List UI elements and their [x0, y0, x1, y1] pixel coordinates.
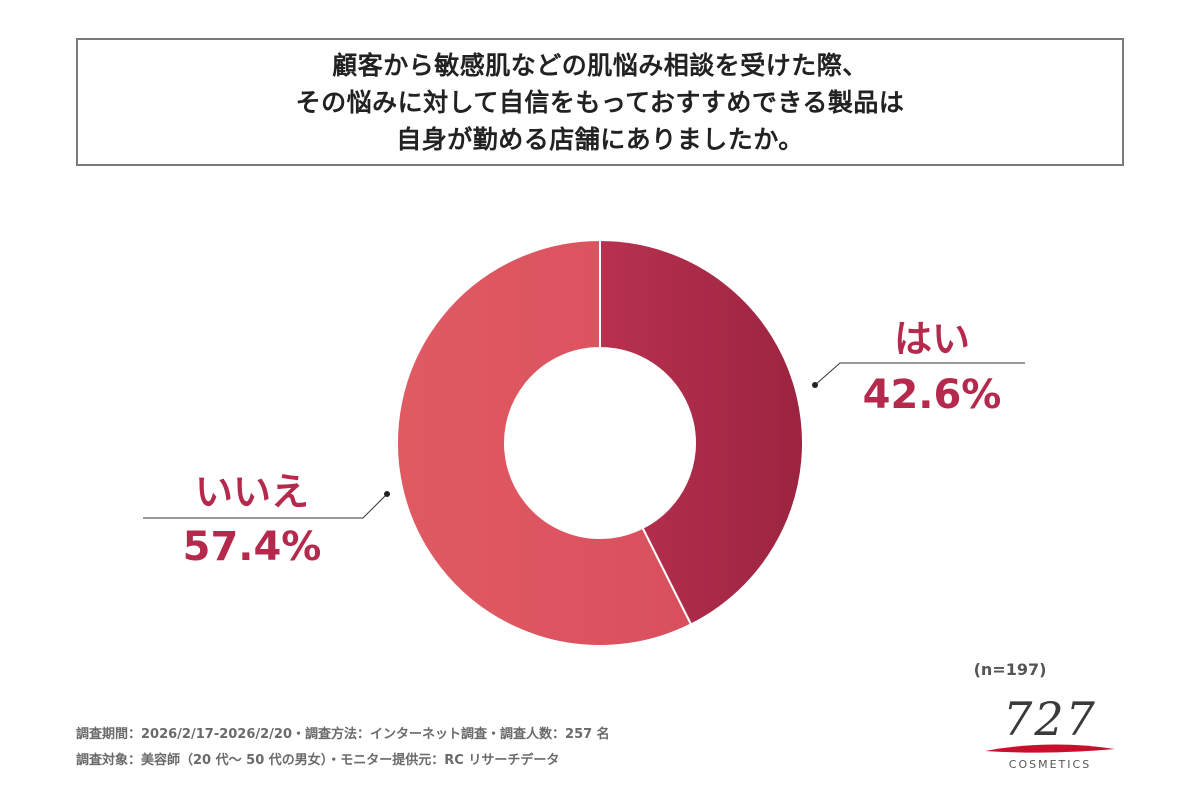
survey-info-line-2: 調査対象：美容師（20 代～ 50 代の男女）・モニター提供元：RC リサーチデ… [76, 753, 560, 768]
leader-dot-yes [812, 382, 818, 388]
question-title-line-1: 顧客から敏感肌などの肌悩み相談を受けた際、 [332, 50, 868, 80]
sample-size: (n=197) [973, 660, 1047, 679]
brand-logo: 727 COSMETICS [975, 694, 1125, 778]
donut-slice-no [396, 238, 693, 647]
slice-label-yes: はい [894, 317, 970, 361]
donut-slice-yes [599, 238, 805, 626]
question-title-line-2: その悩みに対して自信をもっておすすめできる製品は [295, 87, 905, 117]
logo-number: 727 [1003, 692, 1097, 746]
question-title-line-3: 自身が勤める店舗にありましたか。 [396, 124, 804, 154]
slice-value-yes: 42.6% [863, 372, 1002, 418]
leader-dot-no [384, 491, 390, 497]
slice-value-no: 57.4% [183, 524, 322, 570]
logo-swoosh [985, 744, 1115, 753]
leader-line-no [143, 493, 388, 519]
survey-info-line-1: 調査期間：2026/2/17-2026/2/20・調査方法：インターネット調査・… [76, 727, 610, 742]
slice-label-no: いいえ [195, 470, 309, 514]
leader-line-yes [814, 362, 1025, 386]
logo-subtitle: COSMETICS [1008, 758, 1092, 771]
question-title-box: 顧客から敏感肌などの肌悩み相談を受けた際、 その悩みに対して自信をもっておすすめ… [76, 38, 1124, 166]
